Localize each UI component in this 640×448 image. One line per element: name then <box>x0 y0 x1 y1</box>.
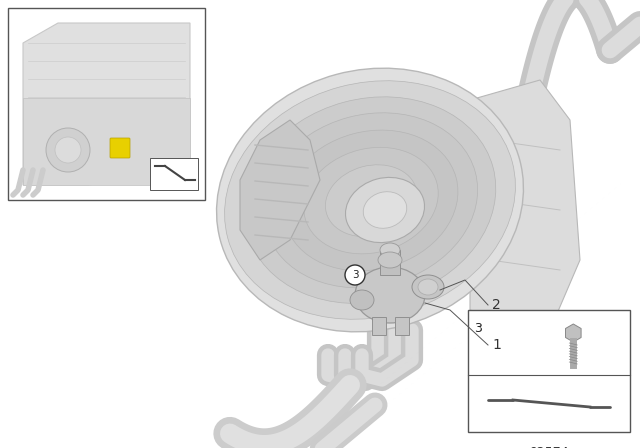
Polygon shape <box>240 120 320 260</box>
Ellipse shape <box>380 243 400 257</box>
Circle shape <box>345 265 365 285</box>
Ellipse shape <box>264 113 477 288</box>
Ellipse shape <box>325 165 417 237</box>
Ellipse shape <box>378 252 402 268</box>
Polygon shape <box>23 23 190 185</box>
Ellipse shape <box>350 290 374 310</box>
Circle shape <box>55 137 81 163</box>
Ellipse shape <box>216 68 524 332</box>
Polygon shape <box>470 80 580 330</box>
Bar <box>372 317 386 335</box>
Bar <box>380 250 400 275</box>
Text: 1: 1 <box>492 338 501 352</box>
Ellipse shape <box>304 147 438 254</box>
Text: 3: 3 <box>474 322 482 335</box>
Text: 3: 3 <box>352 271 358 280</box>
Ellipse shape <box>284 130 458 271</box>
Ellipse shape <box>355 267 425 323</box>
Bar <box>468 310 630 432</box>
Circle shape <box>46 128 90 172</box>
Ellipse shape <box>225 81 515 319</box>
Ellipse shape <box>346 177 424 243</box>
Bar <box>8 8 205 200</box>
Ellipse shape <box>418 279 438 295</box>
Bar <box>23 98 190 185</box>
Bar <box>395 317 409 335</box>
Polygon shape <box>566 324 581 342</box>
Text: 2: 2 <box>492 298 500 312</box>
Bar <box>150 158 198 190</box>
Ellipse shape <box>364 192 407 228</box>
FancyBboxPatch shape <box>110 138 130 158</box>
Ellipse shape <box>244 97 496 303</box>
Ellipse shape <box>412 275 444 299</box>
Text: 92574: 92574 <box>529 446 569 448</box>
